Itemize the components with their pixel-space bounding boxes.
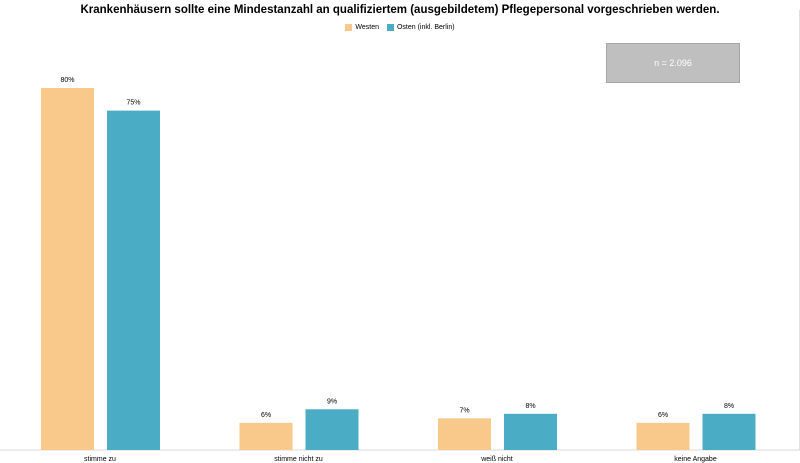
data-label-osten-1: 75% bbox=[126, 100, 140, 107]
data-label-westen-1: 80% bbox=[60, 77, 74, 84]
data-label-osten-3: 8% bbox=[525, 403, 535, 410]
category-label-3: weiß nicht bbox=[480, 456, 513, 463]
bar-osten-2 bbox=[305, 409, 359, 450]
data-label-westen-3: 7% bbox=[459, 407, 469, 414]
chart-title: Krankenhäusern sollte eine Mindestanzahl… bbox=[80, 4, 720, 16]
bar-osten-4 bbox=[702, 413, 756, 450]
legend-item-osten: Osten (inkl. Berlin) bbox=[386, 24, 455, 31]
legend-label-osten: Osten (inkl. Berlin) bbox=[396, 24, 455, 31]
category-label-4: keine Angabe bbox=[674, 456, 717, 463]
bar-westen-4 bbox=[636, 422, 690, 450]
category-label-2: stimme nicht zu bbox=[274, 456, 323, 463]
data-label-osten-4: 8% bbox=[724, 403, 734, 410]
legend-item-westen: Westen bbox=[345, 24, 379, 31]
legend-label-westen: Westen bbox=[355, 24, 380, 31]
bar-osten-1 bbox=[107, 110, 160, 450]
data-label-westen-4: 6% bbox=[658, 412, 668, 419]
legend-swatch-westen bbox=[345, 24, 353, 31]
sample-size-box: n = 2.096 bbox=[606, 43, 740, 83]
data-label-westen-2: 6% bbox=[261, 412, 271, 419]
data-label-osten-2: 9% bbox=[327, 398, 337, 405]
legend-swatch-osten bbox=[386, 24, 394, 31]
bar-osten-3 bbox=[504, 413, 557, 450]
bar-westen-1 bbox=[41, 88, 94, 450]
category-label-1: stimme zu bbox=[84, 456, 116, 463]
bar-westen-3 bbox=[438, 418, 491, 450]
legend: Westen Osten (inkl. Berlin) bbox=[0, 24, 800, 33]
bar-westen-2 bbox=[239, 422, 293, 450]
